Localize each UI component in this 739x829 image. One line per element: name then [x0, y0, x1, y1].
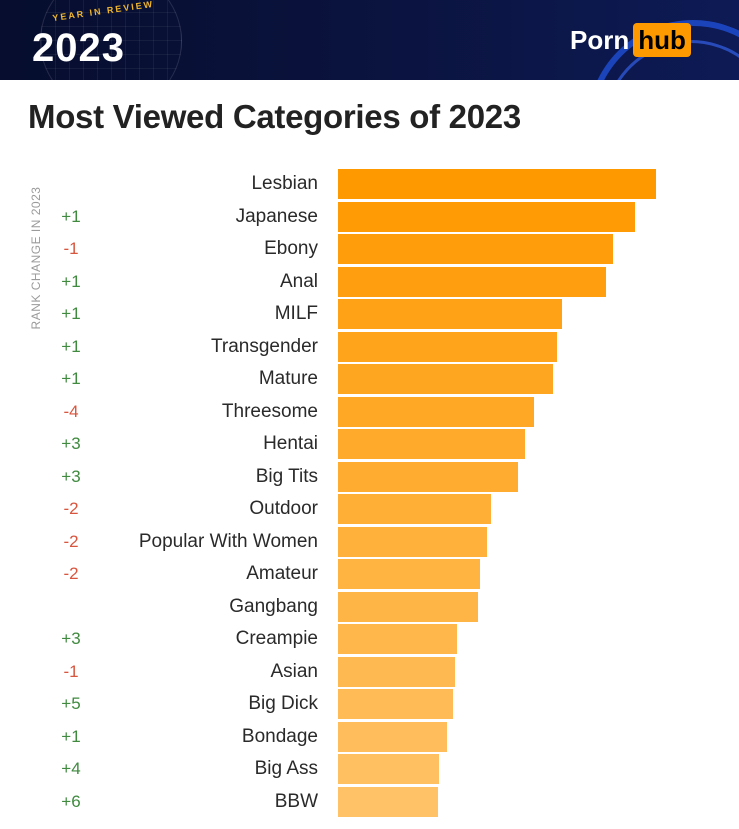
bar: [338, 201, 635, 232]
category-label: BBW: [274, 790, 318, 812]
chart-row: +3 Hentai: [0, 429, 739, 459]
bar: [338, 689, 453, 719]
chart-row: +5 Big Dick: [0, 689, 739, 719]
rank-change-label: +3: [61, 629, 81, 648]
chart-row: +1 Mature: [0, 364, 739, 394]
rank-change-label: [56, 169, 86, 199]
chart-row: -2 Amateur: [0, 559, 739, 589]
bar: [338, 494, 491, 524]
chart-row: +1 Anal: [0, 266, 739, 297]
category-label: Outdoor: [249, 498, 318, 519]
category-label: Asian: [270, 660, 318, 682]
rank-change-label: [56, 592, 86, 622]
chart-row: +1 Transgender: [0, 331, 739, 362]
category-label: Ebony: [264, 238, 318, 259]
rank-change-label: +1: [61, 726, 81, 746]
category-label: Lesbian: [251, 173, 318, 194]
chart-title: Most Viewed Categories of 2023: [28, 98, 521, 135]
bar: [338, 331, 557, 362]
chart-row: +3 Creampie: [0, 624, 739, 654]
rank-change-label: -1: [63, 239, 79, 258]
chart-row: -1 Asian: [0, 656, 739, 687]
rank-change-label: +1: [61, 206, 81, 226]
chart-row: +1 Bondage: [0, 721, 739, 752]
bar: [338, 754, 439, 784]
category-label: MILF: [274, 303, 318, 324]
bar: [338, 429, 525, 459]
rank-change-label: -2: [63, 564, 79, 583]
category-label: Bondage: [241, 725, 318, 747]
globe-graphic: [40, 0, 182, 80]
chart-row: +1 Japanese: [0, 201, 739, 232]
category-label: Amateur: [246, 563, 318, 584]
bar: [338, 364, 553, 394]
rank-change-label: +1: [61, 336, 81, 356]
category-label: Threesome: [221, 400, 318, 422]
bar: [338, 299, 562, 329]
category-label: Big Ass: [254, 758, 318, 779]
category-label: Popular With Women: [138, 530, 318, 552]
bar: [338, 656, 455, 687]
category-label: Transgender: [210, 335, 318, 357]
rank-change-label: +1: [61, 271, 81, 291]
rank-change-label: -4: [63, 401, 79, 421]
chart-row: +3 Big Tits: [0, 461, 739, 492]
rank-change-label: +1: [61, 369, 81, 388]
category-label: Big Tits: [255, 465, 318, 487]
chart-row: +1 MILF: [0, 299, 739, 329]
chart-row: Gangbang: [0, 591, 739, 622]
category-label: Anal: [279, 270, 318, 292]
bar: [338, 169, 656, 199]
category-label: Mature: [258, 368, 318, 389]
rank-change-label: +5: [61, 694, 81, 713]
rank-change-label: -2: [63, 499, 79, 518]
category-label: Japanese: [235, 205, 318, 227]
chart-row: -2 Outdoor: [0, 494, 739, 524]
chart-row: +4 Big Ass: [0, 754, 739, 784]
category-label: Gangbang: [229, 595, 318, 617]
bar: [338, 461, 518, 492]
rank-change-label: +3: [61, 466, 81, 486]
header-banner: YEAR IN REVIEW 2023 Porn hub: [0, 0, 739, 80]
chart-row: -1 Ebony: [0, 234, 739, 264]
bar: [338, 396, 534, 427]
chart-row: +6 BBW: [0, 786, 739, 817]
chart-row: Lesbian: [0, 169, 739, 199]
bar: [338, 786, 438, 817]
site-logo[interactable]: Porn hub: [570, 22, 691, 58]
rank-change-label: +4: [61, 759, 81, 778]
rank-change-label: -1: [63, 661, 79, 681]
category-label: Big Dick: [248, 693, 318, 714]
rank-change-label: -2: [63, 531, 79, 551]
rank-change-label: +6: [61, 791, 81, 811]
logo-text-left: Porn: [570, 24, 630, 55]
bar: [338, 721, 447, 752]
logo-text-right: hub: [633, 23, 691, 57]
bar: [338, 591, 478, 622]
bar: [338, 266, 606, 297]
bar: [338, 624, 457, 654]
year-in-review-year: 2023: [32, 26, 125, 70]
rank-change-label: +1: [61, 304, 81, 323]
chart-row: -2 Popular With Women: [0, 526, 739, 557]
rank-change-label: +3: [61, 434, 81, 453]
bar: [338, 234, 613, 264]
category-label: Creampie: [235, 628, 318, 649]
bar: [338, 559, 480, 589]
bar: [338, 526, 487, 557]
chart-row: -4 Threesome: [0, 396, 739, 427]
category-label: Hentai: [263, 433, 318, 454]
